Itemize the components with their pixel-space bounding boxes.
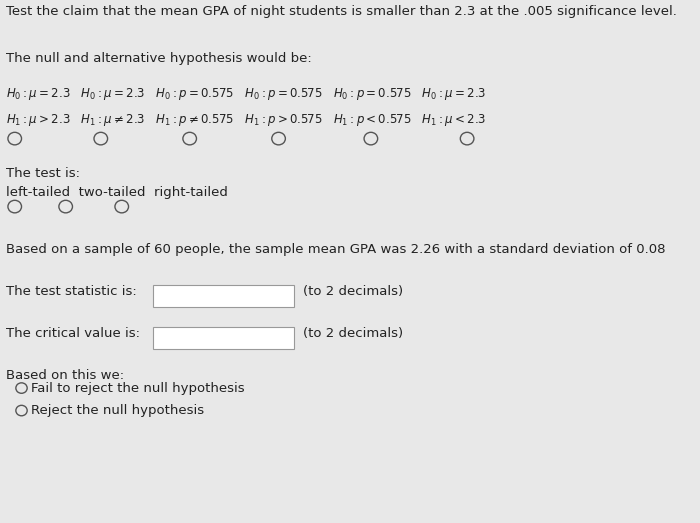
Text: Based on this we:: Based on this we: [6, 369, 124, 382]
FancyBboxPatch shape [153, 327, 295, 349]
Text: The test is:: The test is: [6, 167, 80, 180]
Text: The test statistic is:: The test statistic is: [6, 285, 136, 298]
FancyBboxPatch shape [153, 285, 295, 307]
Text: $H_1:\mu > 2.3$   $H_1:\mu \neq 2.3$   $H_1:p \neq 0.575$   $H_1:p > 0.575$   $H: $H_1:\mu > 2.3$ $H_1:\mu \neq 2.3$ $H_1:… [6, 112, 486, 129]
Text: (to 2 decimals): (to 2 decimals) [303, 285, 403, 298]
Text: Test the claim that the mean GPA of night students is smaller than 2.3 at the .0: Test the claim that the mean GPA of nigh… [6, 5, 676, 18]
Text: Fail to reject the null hypothesis: Fail to reject the null hypothesis [31, 382, 245, 395]
Text: left-tailed  two-tailed  right-tailed: left-tailed two-tailed right-tailed [6, 186, 228, 199]
Text: $H_0:\mu = 2.3$   $H_0:\mu = 2.3$   $H_0:p = 0.575$   $H_0:p = 0.575$   $H_0:p =: $H_0:\mu = 2.3$ $H_0:\mu = 2.3$ $H_0:p =… [6, 86, 486, 103]
Text: (to 2 decimals): (to 2 decimals) [303, 327, 403, 340]
Text: Based on a sample of 60 people, the sample mean GPA was 2.26 with a standard dev: Based on a sample of 60 people, the samp… [6, 243, 665, 256]
Text: Reject the null hypothesis: Reject the null hypothesis [31, 404, 204, 417]
Text: The null and alternative hypothesis would be:: The null and alternative hypothesis woul… [6, 52, 312, 65]
Text: The critical value is:: The critical value is: [6, 327, 140, 340]
